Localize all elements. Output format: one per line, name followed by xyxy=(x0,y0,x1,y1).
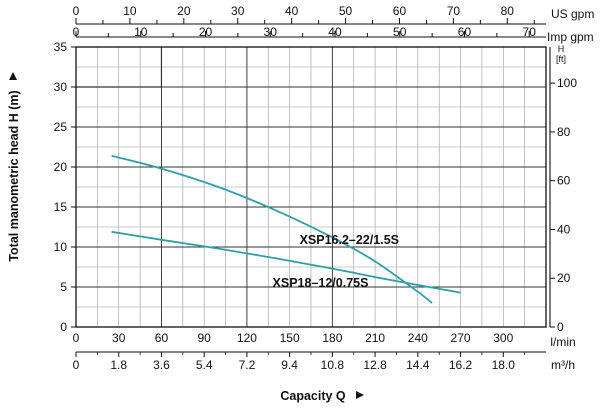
bottom-m3h-tick-label: 16.2 xyxy=(449,358,473,372)
left-axis-tick-label: 20 xyxy=(54,160,68,174)
left-axis-title: Total manometric head H (m) xyxy=(7,90,21,261)
bottom-m3h-tick-label: 9.4 xyxy=(281,358,298,372)
bottom-lmin-tick-label: 90 xyxy=(198,331,212,345)
left-axis-tick-label: 5 xyxy=(60,280,67,294)
bottom-m3h-tick-label: 14.4 xyxy=(406,358,430,372)
plot-border xyxy=(75,46,547,328)
top-us-tick-label: 0 xyxy=(73,4,80,18)
bottom-m3h-tick-label: 7.2 xyxy=(239,358,256,372)
bottom-lmin-tick-label: 30 xyxy=(112,331,126,345)
top-imp-tick-label: 30 xyxy=(264,25,278,39)
left-axis-tick-label: 35 xyxy=(54,40,68,54)
bottom-m3h-tick-label: 18.0 xyxy=(492,358,516,372)
right-axis-tick-label: 100 xyxy=(557,76,577,90)
right-axis-unit-bottom: [ft] xyxy=(556,54,566,64)
top-us-tick-label: 20 xyxy=(177,4,191,18)
performance-curves: XSP16.2–22/1.5S XSP18–12/0.75S xyxy=(111,154,461,304)
top-us-tick-label: 60 xyxy=(393,4,407,18)
left-axis-tick-label: 30 xyxy=(54,80,68,94)
right-axis-tick-label: 0 xyxy=(557,320,564,334)
bottom-m3h-tick-label: 10.8 xyxy=(321,358,345,372)
left-axis-arrow-icon xyxy=(9,72,17,80)
bottom-axis-arrow-icon xyxy=(356,391,364,399)
bottom-m3h-tick-label: 12.8 xyxy=(363,358,387,372)
left-axis-tick-label: 15 xyxy=(54,200,68,214)
top-imp-tick-label: 10 xyxy=(134,25,148,39)
right-axis-tick-label: 60 xyxy=(557,174,571,188)
top-imp-tick-label: 20 xyxy=(199,25,213,39)
series-label-2: XSP18–12/0.75S xyxy=(273,276,369,290)
grid xyxy=(76,47,546,327)
bottom-lmin-tick-label: 0 xyxy=(73,331,80,345)
bottom-m3h-tick-label: 5.4 xyxy=(196,358,213,372)
bottom-m3h-tick-label: 0 xyxy=(73,358,80,372)
top-imp-tick-label: 70 xyxy=(523,25,537,39)
bottom-lmin-tick-label: 210 xyxy=(365,331,385,345)
bottom-m3h-tick-label: 1.8 xyxy=(110,358,127,372)
bottom-m3h-unit: m³/h xyxy=(551,358,575,372)
series-line-2 xyxy=(111,230,461,294)
left-axis-tick-label: 0 xyxy=(60,320,67,334)
top-imp-tick-label: 40 xyxy=(328,25,342,39)
series-label-1: XSP16.2–22/1.5S xyxy=(300,233,399,247)
top-imp-tick-label: 0 xyxy=(73,25,80,39)
bottom-lmin-tick-label: 60 xyxy=(155,331,169,345)
bottom-lmin-tick-label: 120 xyxy=(237,331,257,345)
top-imp-tick-label: 50 xyxy=(393,25,407,39)
bottom-lmin-tick-label: 180 xyxy=(322,331,342,345)
bottom-m3h-tick-label: 3.6 xyxy=(153,358,170,372)
left-axis-tick-label: 10 xyxy=(54,240,68,254)
bottom-lmin-tick-label: 240 xyxy=(408,331,428,345)
bottom-axis-title: Capacity Q xyxy=(280,389,346,403)
top-imp-tick-label: 60 xyxy=(458,25,472,39)
right-axis-tick-label: 40 xyxy=(557,222,571,236)
bottom-lmin-tick-label: 270 xyxy=(451,331,471,345)
bottom-lmin-tick-label: 150 xyxy=(280,331,300,345)
right-axis-tick-label: 20 xyxy=(557,271,571,285)
top-us-tick-label: 10 xyxy=(123,4,137,18)
top-us-tick-label: 80 xyxy=(501,4,515,18)
right-axis-tick-label: 80 xyxy=(557,125,571,139)
top-us-tick-label: 70 xyxy=(447,4,461,18)
plot-frame xyxy=(75,46,547,328)
left-axis-tick-label: 25 xyxy=(54,120,68,134)
top-us-tick-label: 30 xyxy=(231,4,245,18)
series-line-1 xyxy=(111,154,433,304)
top-us-tick-label: 40 xyxy=(285,4,299,18)
top-us-unit: US gpm xyxy=(551,7,594,21)
top-imp-unit: Imp gpm xyxy=(547,30,594,44)
bottom-lmin-unit: l/min xyxy=(550,335,575,349)
top-us-tick-label: 50 xyxy=(339,4,353,18)
right-axis-unit-top: H xyxy=(558,44,565,54)
bottom-lmin-tick-label: 300 xyxy=(493,331,513,345)
